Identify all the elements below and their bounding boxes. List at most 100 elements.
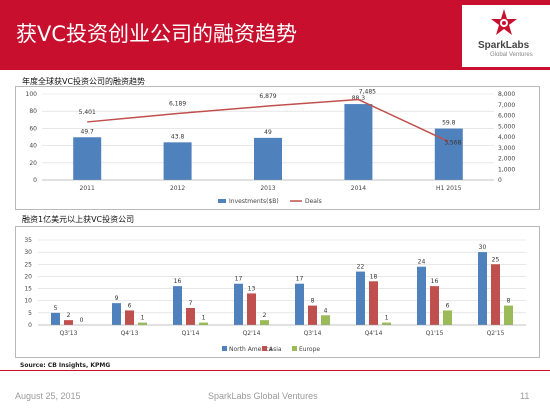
deal-data-label: 3,568	[444, 140, 461, 147]
bar-data-label: 59.8	[442, 120, 456, 127]
page-title: 获VC投资创业公司的融资趋势	[16, 22, 298, 46]
bar-data-label: 4	[324, 307, 328, 314]
x-tick-label: 2014	[351, 185, 366, 192]
investment-bar	[344, 104, 373, 180]
x-tick-label: Q1'15	[426, 330, 444, 337]
x-tick-label: Q2'14	[243, 330, 261, 337]
bar-data-label: 24	[418, 259, 426, 266]
region-bar	[234, 283, 243, 325]
bar-data-label: 88.3	[352, 95, 366, 102]
bar-data-label: 7	[189, 300, 193, 307]
region-bar	[138, 322, 147, 325]
chart2-panel	[15, 226, 540, 358]
deal-data-label: 5,401	[79, 109, 96, 116]
x-tick-label: 2011	[80, 185, 95, 192]
x-tick-label: Q1'14	[182, 330, 200, 337]
bar-data-label: 5	[54, 305, 58, 312]
y-tick-label: 0	[28, 322, 32, 329]
bar-data-label: 13	[248, 285, 256, 292]
footer-divider	[0, 370, 550, 371]
y-tick-label: 25	[24, 261, 32, 268]
chart2-title: 融资1亿美元以上获VC投资公司	[22, 215, 135, 224]
bar-data-label: 1	[385, 315, 389, 322]
bar-data-label: 16	[174, 278, 182, 285]
y-tick-label-right: 3,000	[498, 145, 515, 152]
bar-data-label: 2	[263, 312, 267, 319]
region-bar	[382, 322, 391, 325]
region-bar	[199, 322, 208, 325]
footer-company: SparkLabs Global Ventures	[208, 391, 318, 401]
y-tick-label-right: 4,000	[498, 134, 515, 141]
y-tick-label-right: 0	[498, 177, 502, 184]
page-number: 11	[520, 391, 530, 401]
y-tick-label-right: 5,000	[498, 123, 515, 130]
investment-bar	[163, 142, 192, 180]
deal-data-label: 6,189	[169, 100, 186, 107]
y-tick-label: 30	[24, 249, 32, 256]
x-tick-label: 2013	[260, 185, 275, 192]
legend-swatch	[292, 346, 297, 351]
region-bar	[112, 303, 121, 325]
region-bar	[64, 320, 73, 325]
region-bar	[504, 305, 513, 325]
bar-data-label: 8	[507, 298, 511, 305]
region-bar	[430, 286, 439, 325]
legend-label-investments: Investments($B)	[229, 198, 279, 205]
bar-data-label: 6	[128, 302, 132, 309]
region-bar	[321, 315, 330, 325]
region-bar	[356, 271, 365, 325]
x-tick-label: Q4'13	[121, 330, 139, 337]
y-tick-label: 10	[24, 298, 32, 305]
bar-data-label: 16	[431, 278, 439, 285]
region-bar	[186, 308, 195, 325]
bar-data-label: 0	[80, 317, 84, 324]
y-tick-label-left: 80	[29, 108, 37, 115]
y-tick-label-right: 2,000	[498, 156, 515, 163]
region-bar	[478, 252, 487, 325]
region-bar	[247, 293, 256, 325]
logo-tagline: Global Ventures	[490, 52, 533, 58]
bar-data-label: 49	[264, 129, 272, 136]
bar-data-label: 22	[357, 264, 365, 271]
investment-bar	[73, 137, 102, 180]
legend-label: Asia	[269, 346, 282, 353]
legend-label: Europe	[299, 346, 320, 353]
bar-data-label: 17	[296, 276, 304, 283]
y-tick-label-right: 8,000	[498, 91, 515, 98]
source-note: Source: CB Insights, KPMG	[20, 362, 111, 369]
bar-data-label: 25	[492, 256, 500, 263]
y-tick-label-left: 40	[29, 143, 37, 150]
y-tick-label-right: 1,000	[498, 166, 515, 173]
y-tick-label-left: 0	[33, 177, 37, 184]
y-tick-label: 35	[24, 237, 32, 244]
y-tick-label: 20	[24, 273, 32, 280]
footer	[0, 378, 550, 411]
deal-data-label: 7,485	[359, 89, 376, 96]
legend-swatch	[262, 346, 267, 351]
logo-name: SparkLabs	[478, 40, 530, 51]
bar-data-label: 1	[141, 315, 145, 322]
bar-data-label: 30	[479, 244, 487, 251]
bar-data-label: 2	[67, 312, 71, 319]
y-tick-label: 15	[24, 286, 32, 293]
chart1-title: 年度全球获VC投资公司的融资趋势	[22, 77, 146, 86]
region-bar	[491, 264, 500, 325]
deal-data-label: 6,879	[259, 93, 276, 100]
bar-data-label: 1	[202, 315, 206, 322]
region-bar	[173, 286, 182, 325]
region-bar	[51, 312, 60, 325]
region-bar	[443, 310, 452, 325]
y-tick-label-right: 6,000	[498, 113, 515, 120]
legend-swatch	[222, 346, 227, 351]
x-tick-label: Q3'14	[304, 330, 322, 337]
deals-line	[87, 98, 450, 143]
x-tick-label: Q3'13	[60, 330, 78, 337]
y-tick-label-left: 100	[26, 91, 38, 98]
sparklabs-logo-icon	[491, 9, 517, 35]
legend-label: North America	[229, 346, 273, 353]
y-tick-label-left: 60	[29, 125, 37, 132]
x-tick-label: H1 2015	[436, 185, 462, 192]
y-tick-label: 5	[28, 310, 32, 317]
region-bar	[369, 281, 378, 325]
